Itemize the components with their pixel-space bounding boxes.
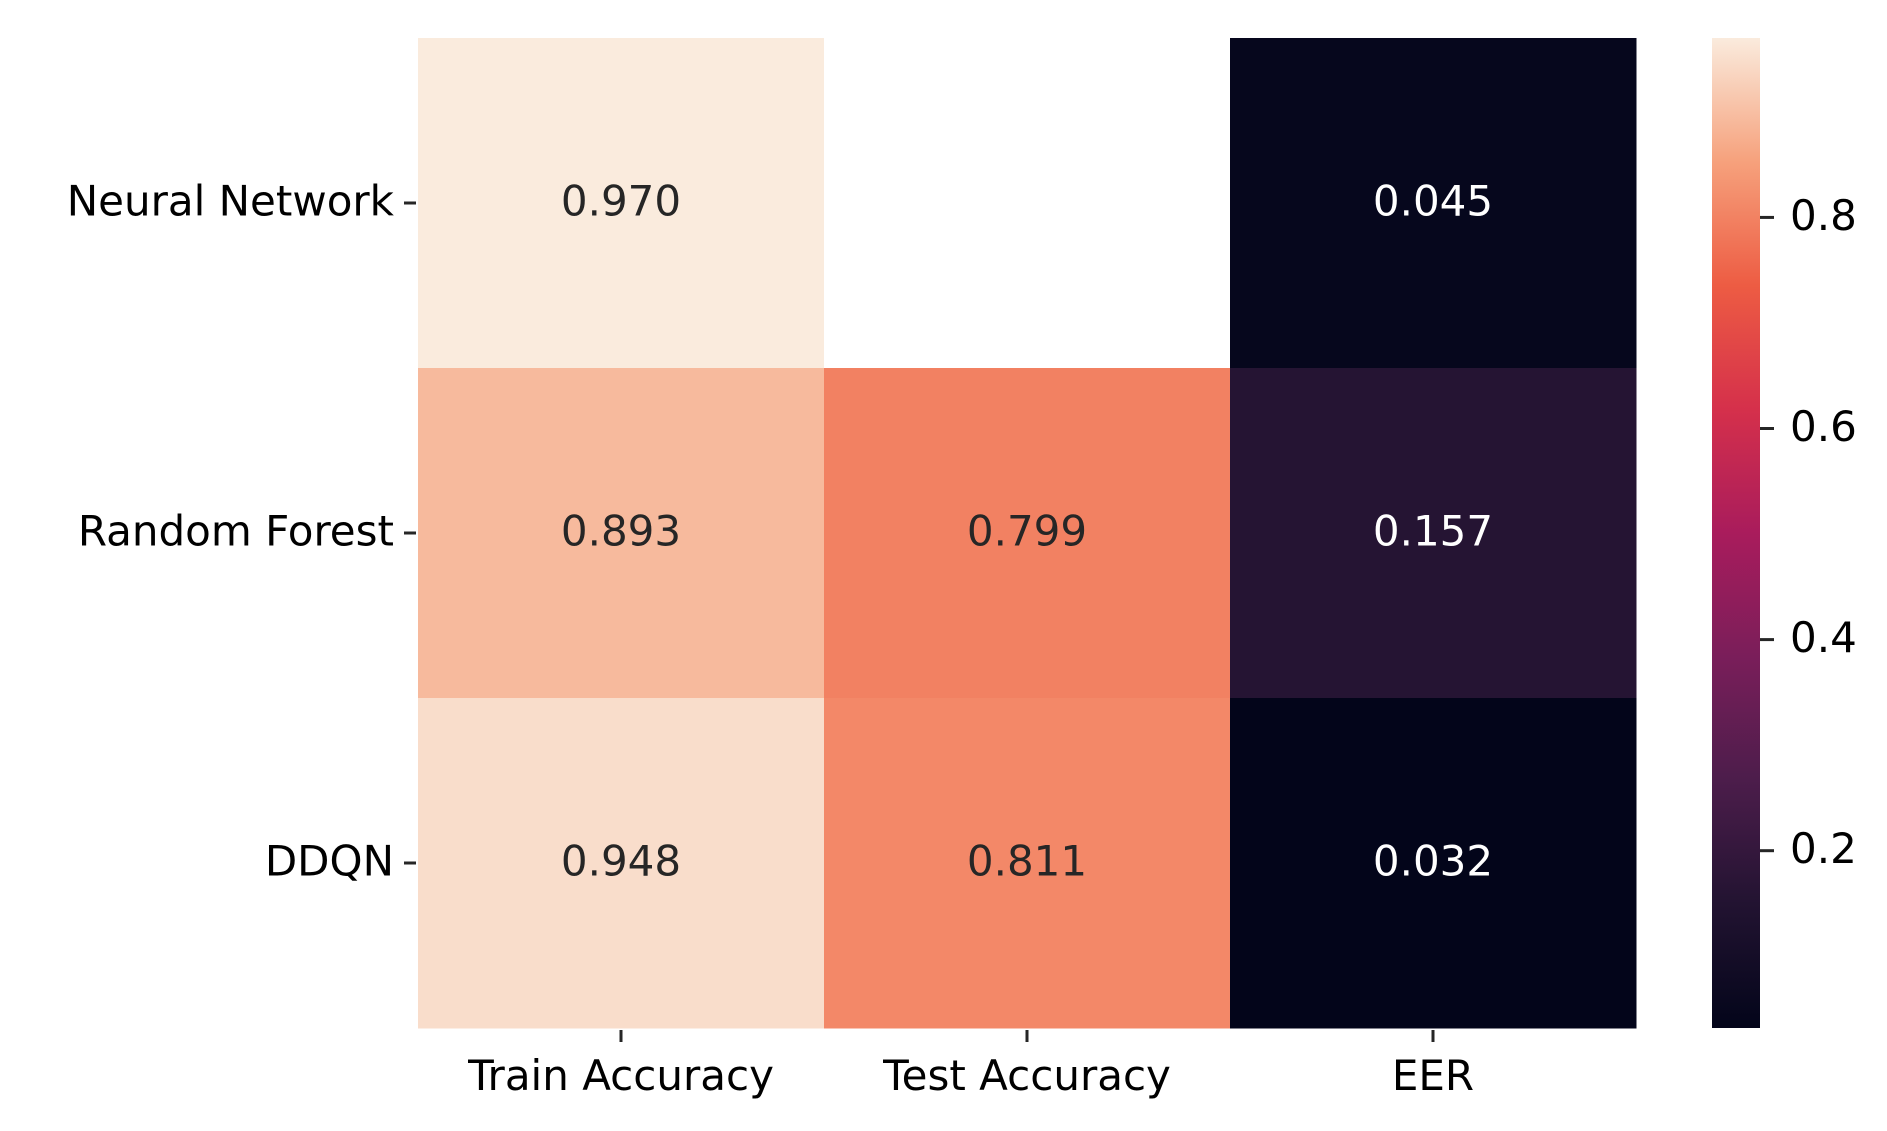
colorbar: 0.2 0.4 0.6 0.8 <box>1712 38 1857 1028</box>
heatmap-cell <box>1230 368 1637 699</box>
y-axis-tick-label: Random Forest <box>78 507 394 556</box>
heatmap-cell <box>824 368 1231 699</box>
y-axis-tick-label: Neural Network <box>67 177 395 226</box>
cell-value-label: 0.045 <box>1373 177 1493 226</box>
heatmap-cell <box>824 698 1231 1029</box>
colorbar-gradient <box>1712 38 1760 1028</box>
colorbar-tick-label: 0.6 <box>1790 402 1857 451</box>
y-axis-tick-label: DDQN <box>265 837 394 886</box>
heatmap-cell <box>418 698 825 1029</box>
x-axis-tick-label: Test Accuracy <box>882 1051 1171 1100</box>
colorbar-ticks: 0.2 0.4 0.6 0.8 <box>1760 191 1857 873</box>
colorbar-tick-label: 0.8 <box>1790 191 1857 240</box>
colorbar-tick-label: 0.4 <box>1790 613 1857 662</box>
x-axis-tick-label: Train Accuracy <box>467 1051 774 1100</box>
cell-value-label: 0.948 <box>561 837 681 886</box>
x-axis: Train Accuracy Test Accuracy EER <box>467 1030 1474 1100</box>
x-axis-tick-label: EER <box>1392 1051 1474 1100</box>
heatmap-cell <box>418 368 825 699</box>
cell-value-label: 0.032 <box>1373 837 1493 886</box>
heatmap-cell <box>418 38 825 369</box>
cell-value-label: 0.970 <box>561 177 681 226</box>
y-axis: Neural Network Random Forest DDQN <box>67 177 416 886</box>
cell-value-label: 0.811 <box>967 837 1087 886</box>
heatmap-cell <box>1230 38 1637 369</box>
colorbar-tick-label: 0.2 <box>1790 824 1857 873</box>
heatmap-cell-labels: 0.970 0.045 0.893 0.799 0.157 0.948 0.811 0.032 <box>561 177 1493 886</box>
cell-value-label: 0.893 <box>561 507 681 556</box>
heatmap-cells <box>418 38 1637 1029</box>
heatmap-cell <box>824 38 1231 369</box>
cell-value-label: 0.799 <box>967 507 1087 556</box>
heatmap-cell <box>1230 698 1637 1029</box>
cell-value-label: 0.157 <box>1373 507 1493 556</box>
